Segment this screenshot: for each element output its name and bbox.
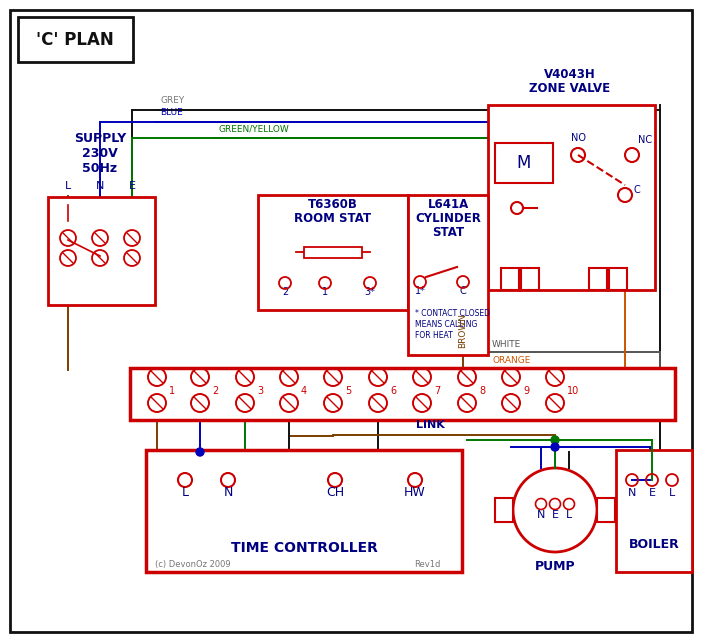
Text: 4: 4 [301,386,307,396]
FancyBboxPatch shape [408,195,488,355]
Text: L641A: L641A [428,198,469,211]
Text: 2: 2 [212,386,218,396]
Text: PUMP: PUMP [535,560,576,573]
Text: ORANGE: ORANGE [492,356,531,365]
Text: WHITE: WHITE [492,340,522,349]
Text: N: N [223,486,232,499]
Text: CH: CH [326,486,344,499]
Text: 1: 1 [322,287,328,297]
FancyBboxPatch shape [18,17,133,62]
FancyBboxPatch shape [501,268,519,290]
Text: E: E [128,181,135,191]
Text: SUPPLY: SUPPLY [74,132,126,145]
Text: BOILER: BOILER [628,538,680,551]
Text: 1: 1 [169,386,175,396]
FancyBboxPatch shape [130,368,675,420]
Text: C: C [460,286,466,296]
Text: ZONE VALVE: ZONE VALVE [529,82,611,95]
Circle shape [196,448,204,456]
Text: 3*: 3* [364,287,376,297]
Text: 'C' PLAN: 'C' PLAN [36,31,114,49]
FancyBboxPatch shape [495,143,553,183]
Text: MEANS CALLING: MEANS CALLING [415,320,477,329]
Text: NC: NC [638,135,652,145]
FancyBboxPatch shape [597,498,615,522]
Text: T6360B: T6360B [308,198,358,211]
Text: L: L [182,486,189,499]
Text: M: M [517,154,531,172]
FancyBboxPatch shape [304,247,362,258]
Text: N: N [95,181,104,191]
Text: E: E [552,510,559,520]
Text: TIME CONTROLLER: TIME CONTROLLER [230,541,378,555]
Text: 3: 3 [257,386,263,396]
Text: L: L [669,488,675,498]
Circle shape [551,443,559,451]
Text: L: L [566,510,572,520]
Text: BLUE: BLUE [160,108,183,117]
FancyBboxPatch shape [48,197,155,305]
FancyBboxPatch shape [521,268,539,290]
Text: L: L [65,181,71,191]
Text: 8: 8 [479,386,485,396]
Text: 6: 6 [390,386,396,396]
Text: C: C [633,185,640,195]
Text: GREEN/YELLOW: GREEN/YELLOW [218,124,289,133]
FancyBboxPatch shape [258,195,408,310]
Text: 7: 7 [434,386,440,396]
Text: (c) DevonOz 2009: (c) DevonOz 2009 [155,560,231,569]
Circle shape [551,436,559,444]
FancyBboxPatch shape [609,268,627,290]
FancyBboxPatch shape [495,498,513,522]
Text: ROOM STAT: ROOM STAT [294,212,371,225]
Text: GREY: GREY [160,96,184,105]
Text: 5: 5 [345,386,351,396]
Text: N: N [537,510,545,520]
Text: BROWN: BROWN [458,313,467,347]
Text: 1*: 1* [415,286,425,296]
FancyBboxPatch shape [589,268,607,290]
FancyBboxPatch shape [488,105,655,290]
Text: NO: NO [571,133,585,143]
Text: 9: 9 [523,386,529,396]
Text: 230V: 230V [82,147,118,160]
Text: E: E [649,488,656,498]
FancyBboxPatch shape [146,450,462,572]
Text: HW: HW [404,486,426,499]
Text: FOR HEAT: FOR HEAT [415,331,453,340]
Text: 10: 10 [567,386,579,396]
FancyBboxPatch shape [616,450,692,572]
Text: V4043H: V4043H [544,68,596,81]
Text: * CONTACT CLOSED: * CONTACT CLOSED [415,309,490,318]
Text: CYLINDER: CYLINDER [415,212,481,225]
Text: 50Hz: 50Hz [82,162,117,175]
Text: N: N [628,488,636,498]
Text: LINK: LINK [416,420,444,430]
Text: 2: 2 [282,287,288,297]
Text: Rev1d: Rev1d [413,560,440,569]
Text: STAT: STAT [432,226,464,239]
FancyBboxPatch shape [10,10,692,632]
